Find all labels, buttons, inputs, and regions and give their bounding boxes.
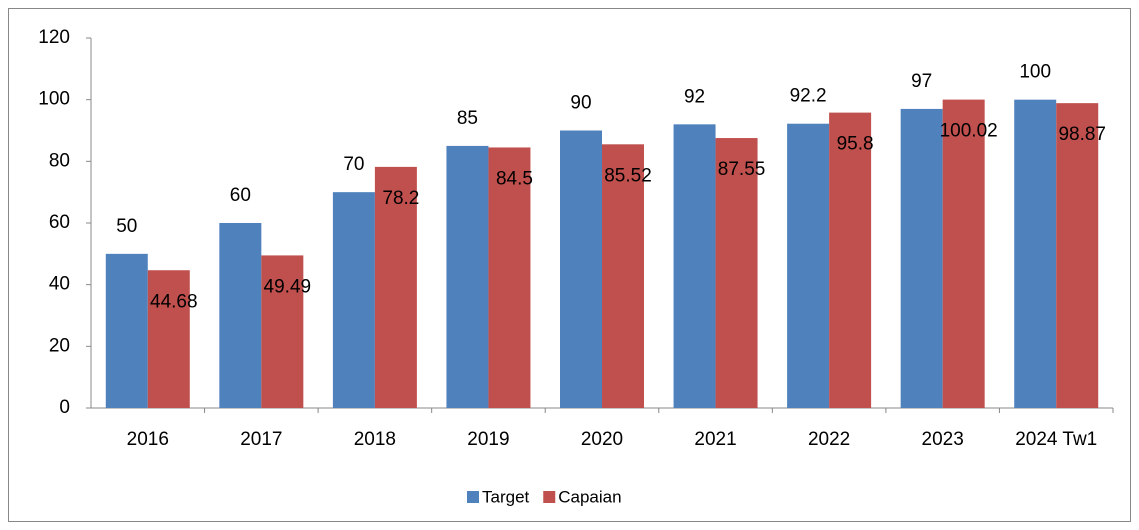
x-tick-label: 2019 <box>467 429 509 450</box>
bar <box>673 124 716 408</box>
data-label: 95.8 <box>837 134 874 155</box>
legend-swatch <box>543 491 556 503</box>
bar <box>942 99 985 408</box>
data-label: 85 <box>457 108 478 129</box>
legend-swatch <box>467 491 479 503</box>
y-tick-label: 120 <box>38 27 70 48</box>
data-label: 87.55 <box>718 159 766 180</box>
data-label: 85.52 <box>604 165 652 186</box>
bar <box>560 130 602 408</box>
data-label: 78.2 <box>382 188 419 209</box>
bar <box>332 192 375 408</box>
data-label: 97 <box>911 71 932 92</box>
bar <box>829 112 872 408</box>
y-tick-label: 60 <box>49 212 70 233</box>
x-tick-label: 2024 Tw1 <box>1015 429 1097 450</box>
data-label: 84.5 <box>496 168 533 189</box>
data-label: 92.2 <box>790 86 827 107</box>
data-label: 98.87 <box>1058 124 1106 145</box>
data-label: 100.02 <box>940 121 998 142</box>
bar <box>219 223 262 408</box>
data-label: 92 <box>684 86 705 107</box>
bar <box>1056 103 1099 409</box>
bar <box>261 255 304 408</box>
x-tick-label: 2017 <box>240 429 282 450</box>
data-label: 50 <box>116 216 137 237</box>
data-label: 100 <box>1019 62 1051 83</box>
y-tick-label: 0 <box>59 397 70 418</box>
x-tick-label: 2022 <box>808 429 850 450</box>
x-tick-label: 2020 <box>581 429 623 450</box>
bar <box>787 123 830 408</box>
data-label: 60 <box>230 185 251 206</box>
bar <box>602 144 644 408</box>
x-tick-label: 2023 <box>922 429 964 450</box>
y-tick-label: 20 <box>49 335 70 356</box>
bar <box>147 270 190 408</box>
x-tick-label: 2018 <box>354 429 396 450</box>
bar <box>1014 99 1057 409</box>
y-tick-label: 80 <box>49 150 70 171</box>
y-tick-label: 100 <box>38 89 70 110</box>
x-tick-label: 2016 <box>127 429 169 450</box>
legend-label: Target <box>482 487 530 506</box>
bar <box>105 253 148 408</box>
bar <box>374 166 417 408</box>
legend-label: Capaian <box>558 487 621 506</box>
bar <box>900 108 943 409</box>
bar <box>715 138 758 408</box>
bar <box>488 147 531 409</box>
data-label: 44.68 <box>150 291 198 312</box>
data-label: 49.49 <box>264 276 312 297</box>
y-tick-label: 40 <box>49 274 70 295</box>
data-label: 90 <box>570 93 591 114</box>
x-tick-label: 2021 <box>694 429 736 450</box>
bar <box>446 145 489 408</box>
data-label: 70 <box>343 154 364 175</box>
